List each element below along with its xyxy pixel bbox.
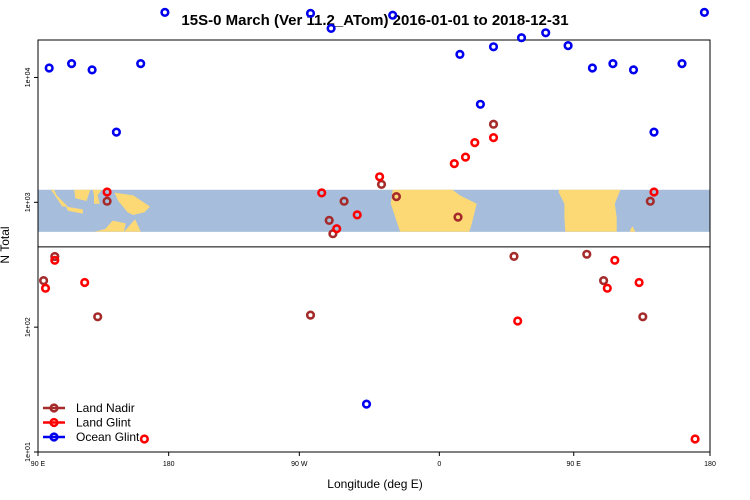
point-ocean-glint-25: [628, 65, 639, 75]
point-land-nadir-10: [453, 212, 463, 222]
series-land-nadir: [38, 119, 655, 322]
point-ocean-glint-11: [305, 8, 316, 18]
point-land-glint-6: [332, 224, 342, 234]
data-points: [38, 7, 710, 444]
legend-marker-land-nadir: [49, 403, 59, 413]
point-ocean-glint-28: [699, 7, 710, 17]
land-new-guinea: [114, 192, 150, 215]
x-tick-label: 180: [163, 461, 175, 468]
x-tick-label: 90 E: [567, 461, 582, 468]
point-ocean-glint-3: [111, 127, 121, 137]
x-tick-label: 0: [437, 461, 441, 468]
point-land-glint-11: [470, 138, 480, 148]
land-sumatra: [51, 189, 68, 207]
point-land-glint-13: [513, 316, 523, 326]
point-ocean-glint-13: [361, 399, 372, 409]
point-land-nadir-11: [488, 119, 499, 129]
map-band: [38, 176, 750, 232]
x-tick-label: 90 W: [291, 461, 308, 468]
point-land-nadir-13: [582, 249, 592, 259]
point-ocean-glint-17: [455, 49, 465, 60]
point-ocean-glint-5: [160, 7, 170, 17]
point-land-nadir-8: [376, 179, 387, 189]
point-ocean-glint-27: [677, 58, 687, 69]
point-land-nadir-7: [339, 196, 349, 206]
land-borneo: [746, 184, 750, 201]
point-land-glint-1: [50, 255, 60, 265]
point-land-glint-4: [139, 434, 149, 444]
point-land-glint-17: [649, 187, 659, 197]
land-south-america: [390, 189, 477, 232]
y-axis-label: N Total: [0, 226, 12, 263]
point-land-glint-14: [602, 283, 612, 293]
point-ocean-glint-14: [388, 10, 398, 20]
plot-frame: [37, 39, 711, 453]
point-land-glint-12: [488, 133, 499, 143]
point-land-nadir-12: [509, 251, 519, 261]
y-tick-label: 1e+01: [25, 442, 32, 462]
point-ocean-glint-22: [563, 40, 573, 51]
legend-marker-ocean-glint: [49, 432, 59, 442]
land-java: [738, 207, 750, 214]
point-ocean-glint-18: [475, 99, 486, 109]
point-land-glint-10: [460, 152, 471, 162]
legend-label-ocean-glint: Ocean Glint: [76, 430, 140, 444]
point-land-glint-5: [317, 188, 327, 198]
y-tick-label: 1e+04: [25, 68, 32, 88]
point-ocean-glint-12: [326, 23, 336, 34]
series-land-glint: [40, 133, 700, 444]
point-land-nadir-15: [638, 312, 648, 322]
x-tick-label: 180: [704, 461, 716, 468]
land-sulawesi: [92, 189, 102, 204]
point-land-nadir-4: [305, 310, 316, 320]
point-ocean-glint-2: [87, 65, 97, 75]
x-axis: 90 E 180 90 W 0 90 E 180: [31, 452, 716, 468]
series-ocean-glint: [44, 7, 710, 409]
point-ocean-glint-4: [136, 58, 146, 69]
point-land-glint-3: [102, 187, 112, 197]
point-ocean-glint-26: [649, 127, 659, 137]
point-land-glint-2: [80, 277, 90, 288]
point-ocean-glint-21: [541, 28, 551, 38]
point-land-nadir-1: [50, 251, 60, 262]
legend-label-land-nadir: Land Nadir: [76, 401, 135, 415]
point-land-nadir-5: [324, 215, 334, 225]
land-australia-north: [94, 219, 141, 232]
point-ocean-glint-23: [587, 63, 598, 73]
point-land-nadir-3: [102, 196, 112, 206]
map-land: [51, 176, 750, 232]
point-land-glint-15: [610, 255, 620, 265]
legend-label-land-glint: Land Glint: [76, 416, 131, 430]
point-land-glint-18: [690, 434, 700, 444]
point-land-glint-9: [449, 159, 459, 169]
point-land-nadir-16: [645, 196, 655, 206]
point-land-nadir-9: [391, 192, 402, 202]
point-ocean-glint-19: [488, 42, 499, 52]
point-ocean-glint-0: [44, 63, 54, 73]
point-ocean-glint-20: [516, 33, 527, 43]
chart-title: 15S-0 March (Ver 11.2_ATom) 2016-01-01 t…: [181, 12, 568, 29]
point-ocean-glint-24: [608, 58, 618, 69]
point-land-glint-7: [352, 210, 362, 220]
point-land-nadir-14: [598, 276, 609, 286]
point-ocean-glint-1: [66, 58, 77, 69]
y-tick-label: 1e+02: [25, 317, 32, 337]
point-land-nadir-0: [38, 276, 49, 286]
land-madagascar: [629, 226, 636, 232]
point-land-glint-16: [634, 277, 644, 288]
y-tick-label: 1e+03: [25, 192, 32, 212]
x-axis-label: Longitude (deg E): [327, 477, 422, 491]
land-java: [66, 206, 83, 214]
land-borneo: [74, 189, 91, 201]
point-land-glint-8: [375, 172, 385, 182]
land-sumatra: [719, 176, 740, 207]
point-land-nadir-2: [93, 312, 103, 322]
point-land-glint-0: [40, 283, 51, 293]
x-tick-label: 90 E: [31, 461, 46, 468]
legend-marker-land-glint: [49, 417, 59, 428]
land-africa: [558, 189, 621, 232]
